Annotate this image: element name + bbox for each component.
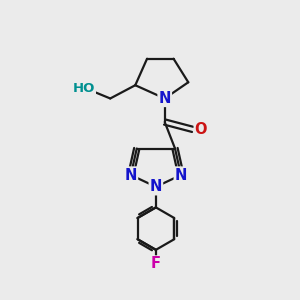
Text: F: F [151,256,161,272]
Text: N: N [175,167,187,182]
Text: N: N [150,179,162,194]
Text: N: N [158,91,171,106]
Text: O: O [195,122,207,137]
Text: N: N [125,167,137,182]
Text: HO: HO [73,82,95,95]
